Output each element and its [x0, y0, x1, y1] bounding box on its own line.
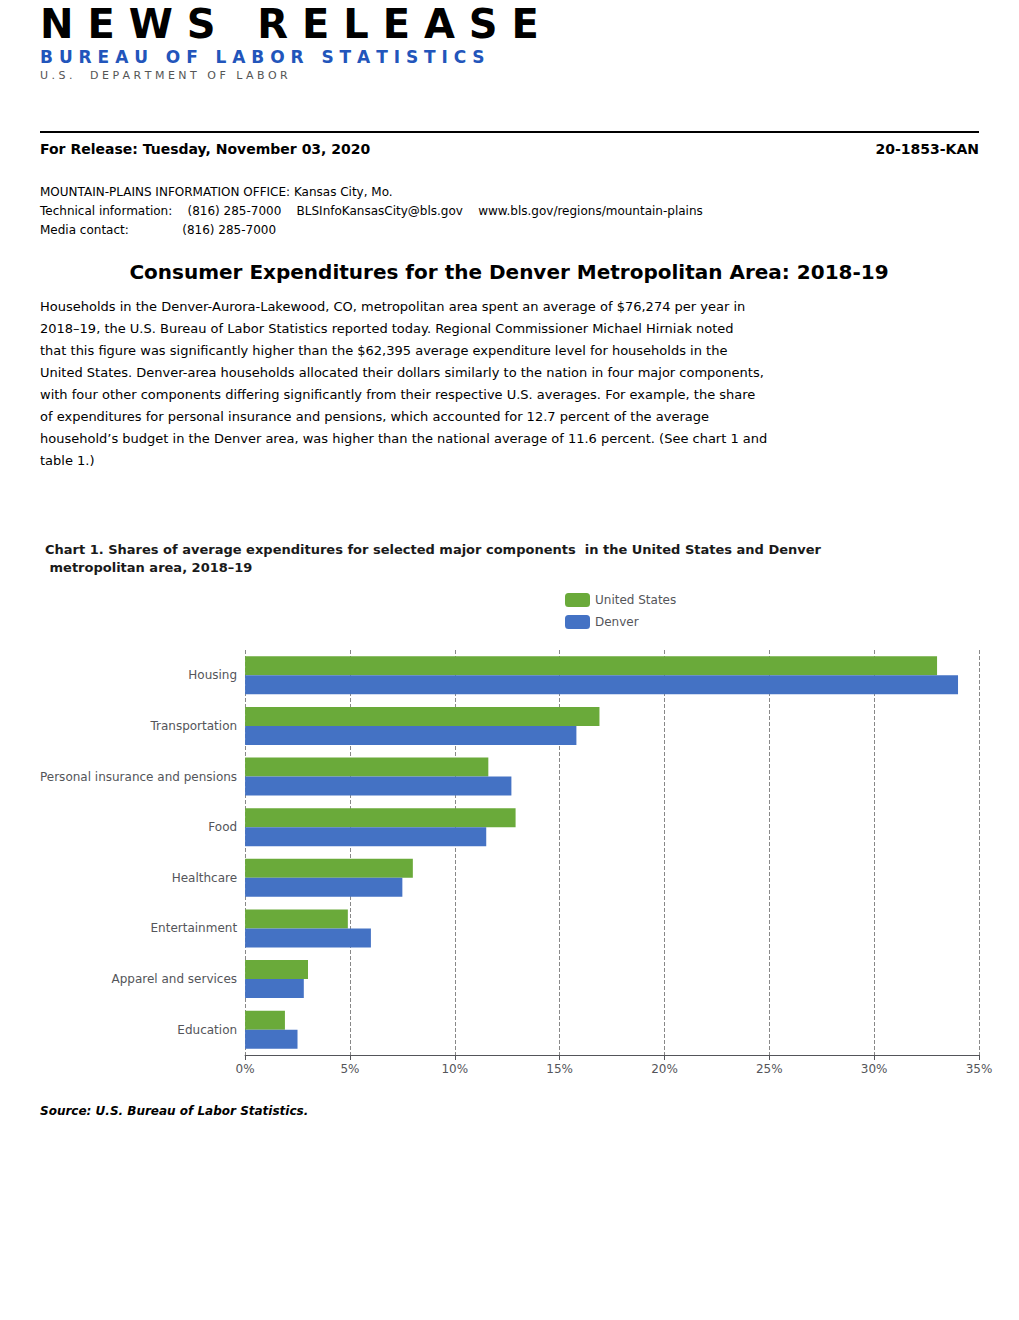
- svg-text:Healthcare: Healthcare: [172, 871, 237, 885]
- svg-text:N E W S R E L E A S E: N E W S R E L E A S E: [40, 1, 539, 47]
- svg-text:Households in the Denver-Auror: Households in the Denver-Aurora-Lakewood…: [40, 299, 745, 314]
- svg-text:For Release: Tuesday, November: For Release: Tuesday, November 03, 2020: [40, 141, 371, 157]
- svg-text:metropolitan area, 2018–19: metropolitan area, 2018–19: [45, 560, 252, 575]
- svg-text:0%: 0%: [236, 1062, 255, 1076]
- svg-text:Personal insurance and pension: Personal insurance and pensions: [40, 770, 237, 784]
- svg-text:United States. Denver-area hou: United States. Denver-area households al…: [40, 365, 764, 380]
- svg-text:Food: Food: [208, 820, 237, 834]
- svg-text:Denver: Denver: [595, 615, 639, 629]
- svg-text:Housing: Housing: [188, 668, 237, 682]
- svg-text:25%: 25%: [756, 1062, 783, 1076]
- svg-text:35%: 35%: [966, 1062, 993, 1076]
- svg-text:Source: U.S. Bureau of Labor S: Source: U.S. Bureau of Labor Statistics.: [40, 1104, 308, 1118]
- svg-text:MOUNTAIN-PLAINS INFORMATION OF: MOUNTAIN-PLAINS INFORMATION OFFICE: Kans…: [40, 185, 393, 199]
- svg-text:30%: 30%: [861, 1062, 888, 1076]
- svg-text:20-1853-KAN: 20-1853-KAN: [876, 141, 979, 157]
- svg-text:20%: 20%: [651, 1062, 678, 1076]
- svg-text:with four other components dif: with four other components differing sig…: [40, 387, 755, 402]
- svg-text:household’s budget in the Denv: household’s budget in the Denver area, w…: [40, 431, 767, 446]
- svg-text:10%: 10%: [441, 1062, 468, 1076]
- svg-text:Entertainment: Entertainment: [150, 921, 237, 935]
- svg-text:table 1.): table 1.): [40, 453, 95, 468]
- svg-text:Apparel and services: Apparel and services: [111, 972, 237, 986]
- svg-text:Transportation: Transportation: [149, 719, 237, 733]
- svg-text:Media contact: (8: Media contact: (816) 285-7000: [40, 223, 276, 237]
- svg-text:Education: Education: [177, 1023, 237, 1037]
- svg-text:2018–19, the U.S. Bureau of La: 2018–19, the U.S. Bureau of Labor Statis…: [40, 321, 734, 336]
- svg-text:5%: 5%: [340, 1062, 359, 1076]
- svg-text:that this figure was significa: that this figure was significantly highe…: [40, 343, 727, 358]
- svg-text:B U R E A U O F L A B O R: B U R E A U O F L A B O R S T A T I S T …: [40, 47, 485, 67]
- svg-text:of expenditures for personal i: of expenditures for personal insurance a…: [40, 409, 709, 424]
- svg-text:United States: United States: [595, 593, 676, 607]
- svg-text:Consumer Expenditures for the: Consumer Expenditures for the Denver Met…: [129, 260, 888, 284]
- svg-text:Technical information: (816: Technical information: (816) 285-7000 BL…: [39, 204, 703, 218]
- svg-text:U . S . D E P A R T M E N: U . S . D E P A R T M E N T O F L A B O …: [40, 69, 288, 82]
- svg-text:Chart 1. Shares of average exp: Chart 1. Shares of average expenditures …: [45, 542, 822, 557]
- svg-text:15%: 15%: [546, 1062, 573, 1076]
